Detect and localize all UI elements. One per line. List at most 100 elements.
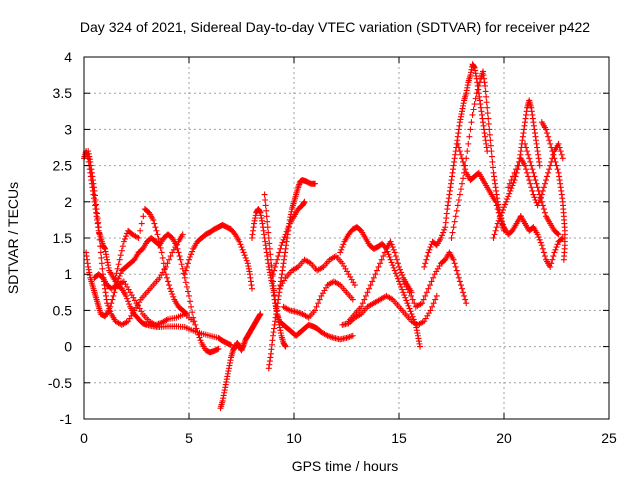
data-point [466,133,473,140]
data-point [183,283,190,290]
data-point [401,292,408,299]
data-point [461,162,468,169]
data-point [115,261,122,268]
data-point [187,254,194,261]
data-point [170,293,177,300]
data-point [282,343,289,350]
data-point [359,300,366,307]
data-point [526,155,533,162]
y-tick-label: 0.5 [53,302,73,318]
data-point [264,224,271,231]
data-point [554,166,561,173]
data-point [369,278,376,285]
data-point [339,244,346,251]
data-point [422,260,429,267]
data-point [392,270,399,277]
data-point [545,169,552,176]
data-point [397,266,404,273]
data-point [546,166,553,173]
data-point [422,292,429,299]
data-point [399,272,406,279]
x-tick-label: 0 [80,430,88,446]
data-point [179,265,186,272]
data-point [470,106,477,113]
y-tick-label: -0.5 [48,375,72,391]
data-point [112,274,119,281]
data-point [428,278,435,285]
data-point [404,300,411,307]
data-point [528,162,535,169]
data-point [165,278,171,285]
data-point [394,260,401,267]
data-point [96,230,103,237]
series-trace-2 [83,231,222,356]
data-point [523,144,530,151]
data-point [550,253,557,260]
data-point [380,253,387,260]
data-point [166,256,173,263]
data-point [121,235,128,242]
data-point [411,300,418,307]
data-point [536,191,543,198]
data-point [349,332,356,339]
x-tick-label: 5 [185,430,193,446]
data-point [237,241,244,248]
data-point [155,235,162,242]
data-point [454,202,461,209]
data-point [524,169,531,176]
data-point [140,213,147,220]
data-point [263,207,270,214]
series-trace-17 [400,249,470,310]
data-point [183,311,190,318]
data-point [475,82,482,89]
data-point [417,343,423,350]
data-point [493,202,500,209]
data-point [494,220,501,227]
chart-title: Day 324 of 2021, Sidereal Day-to-day VTE… [80,19,590,35]
data-point [312,180,318,187]
data-point [195,331,202,338]
data-point [387,256,394,263]
data-point [390,264,397,271]
data-point [425,249,432,256]
series-trace-18 [421,61,491,270]
data-point [552,246,559,253]
data-point [405,302,412,309]
data-point [269,273,276,280]
data-point [98,254,105,261]
y-tick-label: 2 [64,194,72,210]
data-point [452,263,459,270]
data-point [441,226,448,233]
series-trace-25 [522,140,562,238]
data-point [530,169,537,176]
data-point [483,93,490,100]
data-point [266,240,273,247]
data-point [106,305,113,312]
data-point [455,144,462,151]
data-point [337,249,344,256]
y-axis-label: SDTVAR / TECUs [5,182,21,294]
data-point [362,292,369,299]
data-point [408,311,415,318]
data-point [527,158,534,165]
data-point [484,110,491,117]
data-point [551,155,558,162]
data-point [126,301,133,308]
data-point [188,303,195,310]
data-point [266,245,273,252]
data-point [402,294,409,301]
data-point [450,256,457,263]
data-point [426,246,433,253]
data-point [187,298,194,305]
data-point [460,158,467,165]
data-point [194,329,201,336]
data-point [392,253,399,260]
data-point [267,256,274,263]
data-point [161,265,168,272]
data-point [119,243,126,250]
data-point [538,242,545,249]
data-point [393,273,400,280]
data-point [547,140,554,147]
data-point [459,285,465,292]
data-point [485,115,492,122]
